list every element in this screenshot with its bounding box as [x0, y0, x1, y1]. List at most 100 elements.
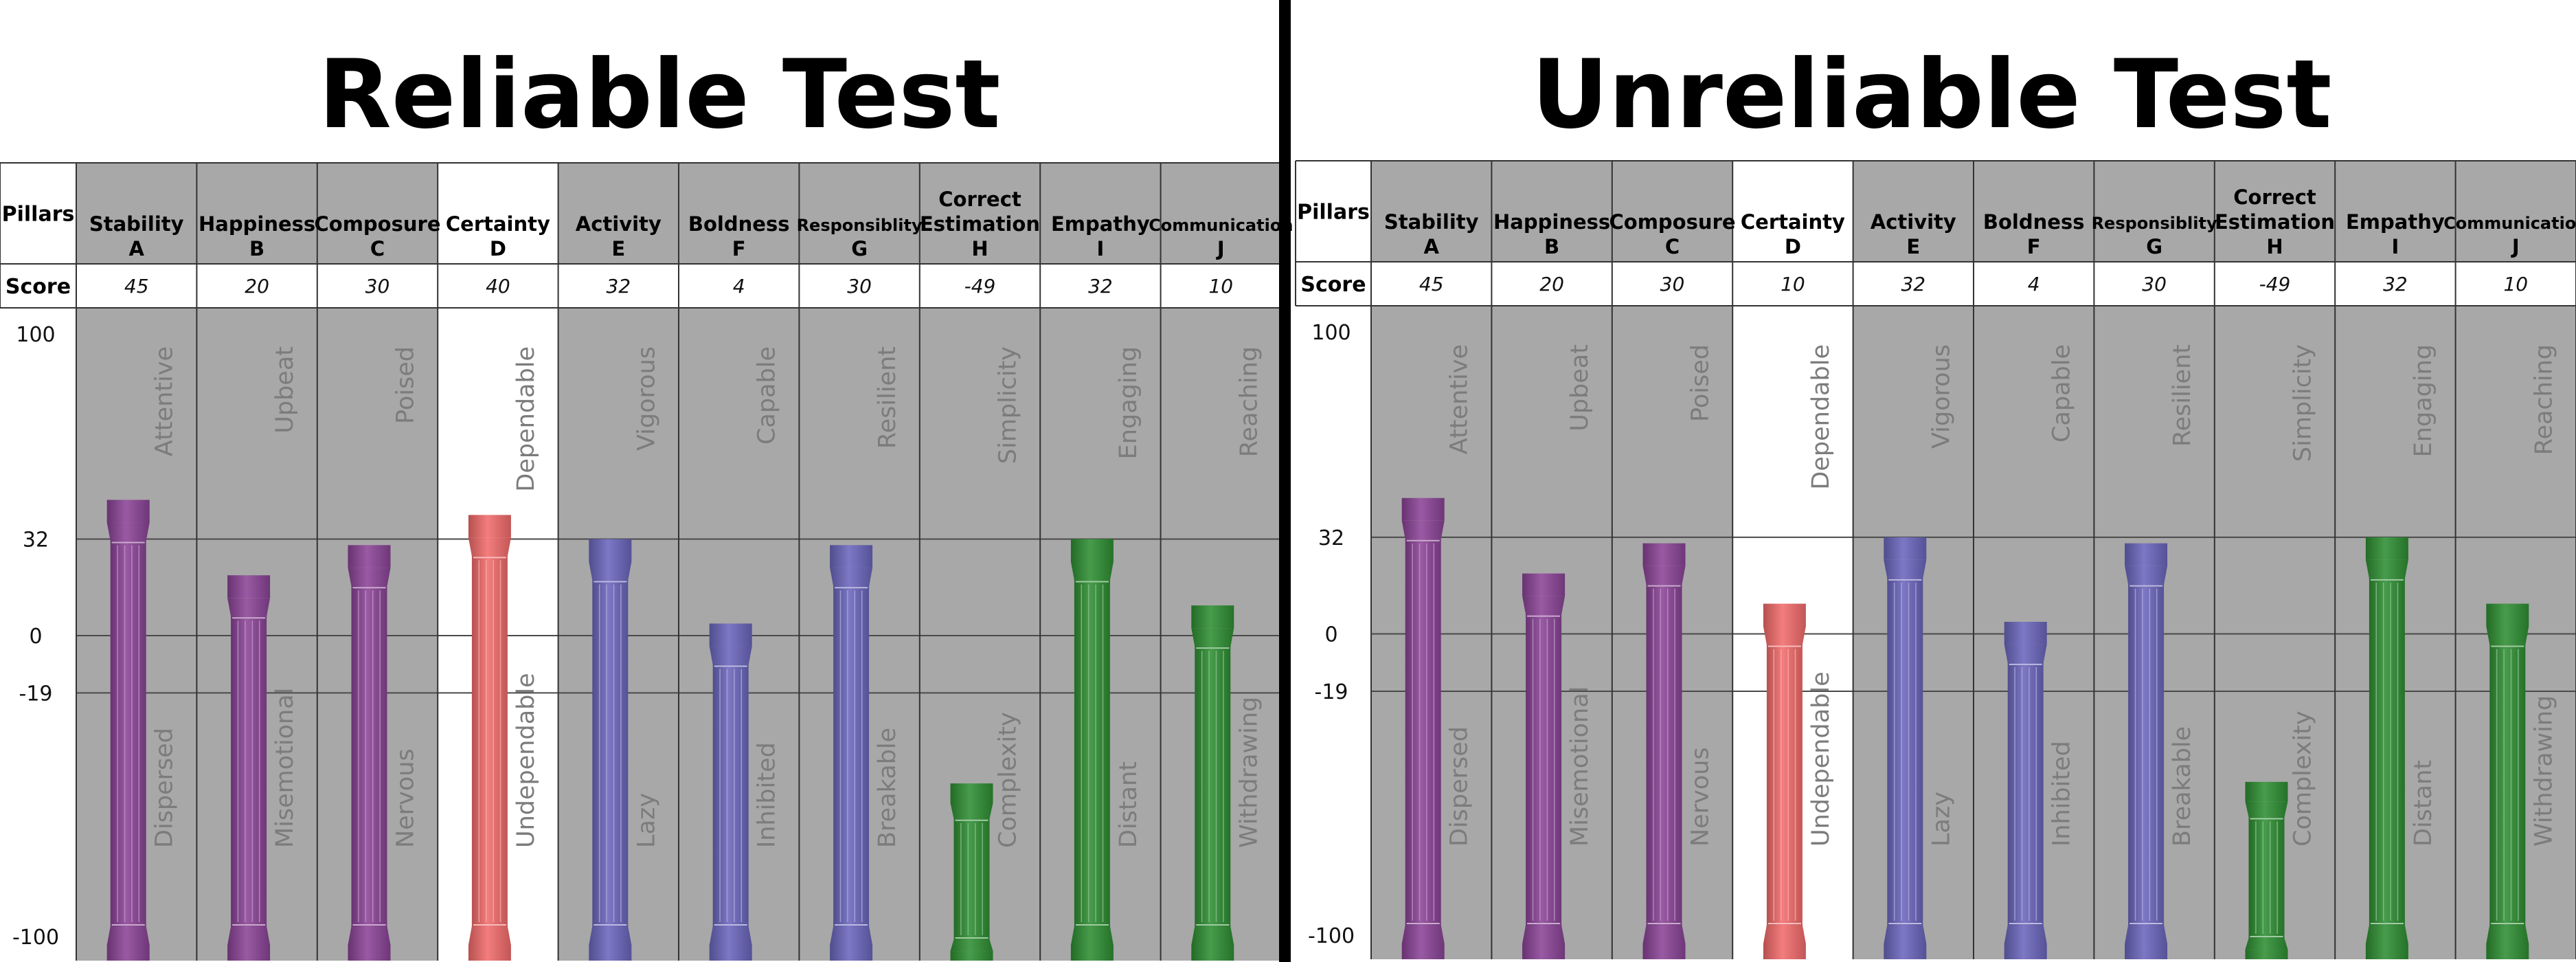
y-tick-label: -19: [1315, 680, 1348, 704]
category-letter: B: [249, 237, 264, 260]
category-name-label: Communication: [1149, 216, 1293, 235]
category-name-label: Responsiblity: [797, 216, 923, 235]
pillars-row-label: Pillars: [2, 203, 75, 227]
category-letter: I: [2392, 235, 2399, 258]
column-base-taper: [227, 926, 271, 946]
data-column: [589, 539, 632, 961]
score-value: 32: [606, 275, 631, 298]
column-capital-taper: [1642, 566, 1686, 585]
y-tick-label: -19: [19, 682, 53, 706]
category-letter: E: [611, 237, 625, 260]
column-shaft: [2489, 642, 2526, 928]
column-capital-taper: [1884, 559, 1927, 579]
trait-high-label: Upbeat: [1566, 344, 1594, 432]
trait-low-label: Withdrawing: [2530, 695, 2557, 847]
trait-low-label: Distant: [1115, 761, 1142, 848]
score-value: 4: [733, 275, 745, 298]
category-name-label: Stability: [89, 212, 184, 236]
column-capital: [709, 623, 752, 647]
category-letter: C: [370, 237, 385, 260]
category-name-label: Empathy: [2346, 210, 2445, 234]
column-base: [1763, 943, 1806, 959]
data-column: [950, 783, 993, 961]
category-name-label: Correct: [938, 188, 1021, 211]
column-base: [950, 951, 993, 961]
column-capital: [1401, 497, 1445, 521]
data-column: [1884, 537, 1927, 959]
category-name-label: Certainty: [1741, 210, 1845, 234]
category-letter: F: [732, 237, 746, 260]
column-capital: [1642, 543, 1686, 566]
column-base: [2125, 943, 2168, 959]
column-capital-taper: [227, 598, 271, 617]
category-letter: J: [2511, 235, 2520, 258]
score-row-label: Score: [5, 275, 71, 299]
column-base: [2365, 943, 2408, 959]
score-value: 45: [124, 275, 149, 298]
y-tick-label: 100: [1311, 321, 1351, 345]
category-letter: H: [971, 237, 988, 260]
trait-low-label: Dispersed: [1446, 726, 1473, 847]
chart-panel: Reliable Test Pillars Score 100 32 0 -19 -100 St…: [0, 39, 1293, 961]
chart-title: Unreliable Test: [1532, 39, 2332, 150]
category-g: Responsiblity G 30 Resilient Breakable: [2092, 214, 2217, 959]
trait-high-label: Resilient: [874, 346, 901, 449]
column-capital: [468, 515, 511, 538]
column-base-taper: [830, 926, 873, 946]
data-column: [2004, 621, 2047, 959]
trait-high-label: Dependable: [1807, 344, 1835, 490]
trait-high-label: Resilient: [2169, 344, 2196, 447]
y-tick-label: 0: [29, 625, 42, 649]
column-capital-taper: [2245, 801, 2288, 818]
score-value: -49: [2259, 273, 2291, 295]
column-base: [709, 945, 752, 961]
column-base-taper: [468, 926, 511, 946]
category-name-label: Boldness: [1983, 210, 2085, 234]
trait-low-label: Misemotional: [1566, 686, 1594, 847]
trait-high-label: Reaching: [2530, 344, 2557, 455]
column-capital: [830, 545, 873, 568]
score-value: 20: [245, 275, 269, 298]
column-shaft: [1526, 612, 1562, 928]
column-capital: [1070, 539, 1114, 562]
trait-low-label: Complexity: [995, 712, 1022, 848]
score-value: 30: [847, 275, 872, 298]
column-shaft: [110, 538, 146, 929]
category-letter: D: [1785, 235, 1801, 258]
column-capital: [1763, 603, 1806, 627]
column-base: [589, 945, 632, 961]
category-name-label: Empathy: [1051, 212, 1150, 236]
column-capital: [2245, 781, 2288, 802]
column-shaft: [1195, 644, 1231, 929]
trait-high-label: Upbeat: [271, 346, 299, 434]
category-name-label: Correct: [2233, 186, 2316, 209]
column-capital-taper: [2004, 644, 2047, 663]
category-name-label: Estimation: [2215, 210, 2335, 234]
chart-title: Reliable Test: [319, 39, 1001, 150]
column-base: [1642, 943, 1686, 959]
column-shaft: [953, 816, 990, 943]
column-base: [2004, 943, 2047, 959]
trait-low-label: Complexity: [2290, 711, 2317, 847]
column-shaft: [1405, 536, 1441, 928]
trait-high-label: Attentive: [151, 346, 179, 456]
category-name-label: Composure: [1609, 210, 1736, 234]
trait-low-label: Inhibited: [754, 742, 781, 848]
score-value: 10: [1208, 275, 1233, 298]
score-value: 20: [1539, 273, 1564, 295]
trait-high-label: Engaging: [1115, 346, 1142, 459]
category-letter: J: [1216, 237, 1225, 260]
category-letter: E: [1906, 235, 1920, 258]
column-shaft: [1766, 642, 1803, 928]
column-shaft: [471, 553, 508, 929]
column-shaft: [2248, 814, 2285, 941]
column-capital-taper: [1763, 626, 1806, 645]
column-capital-taper: [709, 646, 752, 665]
